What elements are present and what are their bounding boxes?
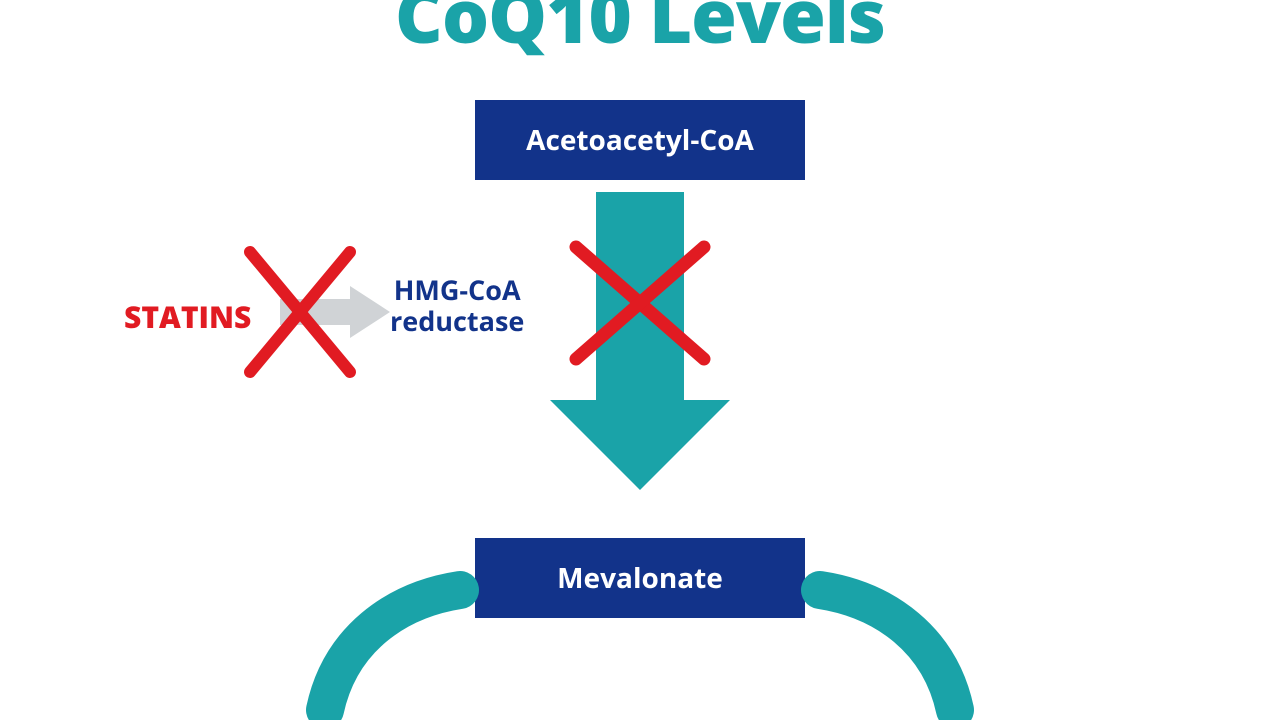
- diagram-stage: CoQ10 Levels Acetoacetyl-CoA Mevalonate …: [0, 0, 1280, 720]
- statins-label: STATINS: [124, 296, 251, 337]
- node-label: Mevalonate: [557, 559, 723, 597]
- node-label: Acetoacetyl-CoA: [526, 121, 754, 159]
- page-title: CoQ10 Levels: [0, 0, 1280, 65]
- enzyme-label: HMG-CoA reductase: [390, 274, 524, 336]
- node-mevalonate: Mevalonate: [475, 538, 805, 618]
- node-acetoacetyl-coa: Acetoacetyl-CoA: [475, 100, 805, 180]
- enzyme-line2: reductase: [390, 302, 524, 339]
